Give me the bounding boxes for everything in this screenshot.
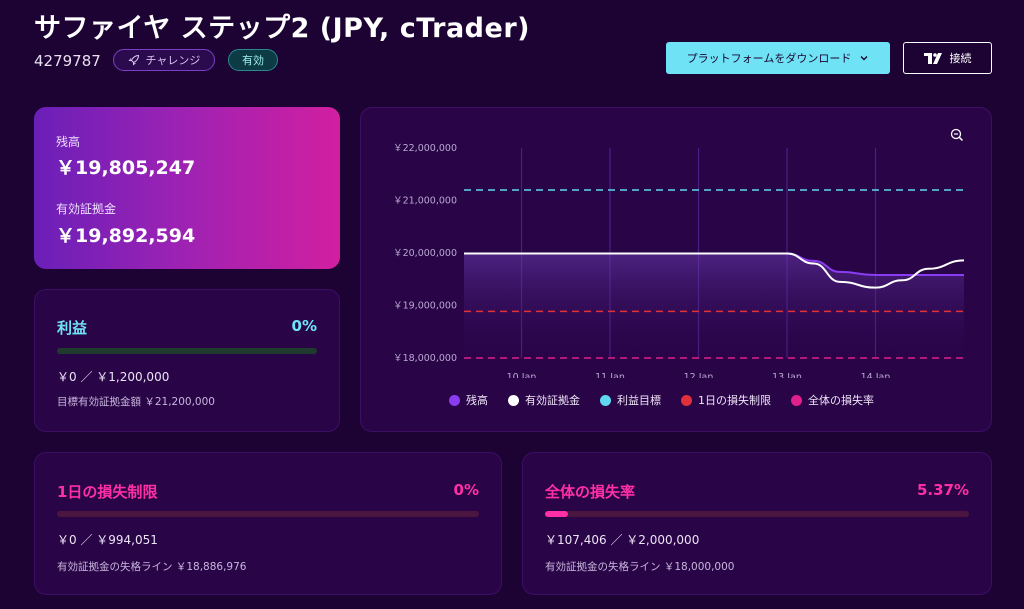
- chart-legend: 残高 有効証拠金 利益目標 1日の損失制限 全体の損失率: [449, 392, 874, 408]
- profit-target-label: 目標有効証拠金額 ￥21,200,000: [57, 396, 215, 408]
- balance-value: ￥19,805,247: [56, 157, 196, 179]
- legend-dot-daily-loss: [681, 394, 692, 406]
- legend-label-equity: 有効証拠金: [525, 394, 580, 407]
- legend-item-total-loss[interactable]: 全体の損失率: [791, 392, 874, 408]
- legend-item-balance[interactable]: 残高: [449, 392, 488, 408]
- y-tick-label: ￥21,000,000: [393, 196, 457, 207]
- profit-amount: ￥0 ／ ￥1,200,000: [57, 370, 170, 384]
- connect-button[interactable]: 接続: [903, 42, 992, 74]
- legend-label-daily-loss: 1日の損失制限: [698, 394, 771, 407]
- legend-dot-total-loss: [791, 394, 802, 406]
- y-tick-label: ￥19,000,000: [393, 301, 457, 312]
- active-status-badge: 有効: [228, 49, 278, 71]
- daily-loss-card: 1日の損失制限 0% ￥0 ／ ￥994,051 有効証拠金の失格ライン ￥18…: [34, 452, 502, 595]
- daily-loss-percent: 0%: [453, 481, 479, 499]
- challenge-badge-label: チャレンジ: [145, 54, 201, 67]
- legend-item-profit-target[interactable]: 利益目標: [600, 392, 661, 408]
- rocket-icon: [128, 54, 139, 66]
- x-tick-label: 13 Jan: [772, 372, 802, 378]
- challenge-badge: チャレンジ: [113, 49, 215, 71]
- download-platform-label: プラットフォームをダウンロード: [686, 52, 852, 65]
- daily-loss-title: 1日の損失制限: [57, 483, 158, 501]
- profit-progress-track: [57, 348, 317, 354]
- profit-card: 利益 0% ￥0 ／ ￥1,200,000 目標有効証拠金額 ￥21,200,0…: [34, 289, 340, 432]
- total-loss-progress-fill: [545, 511, 568, 517]
- y-tick-label: ￥18,000,000: [393, 353, 457, 364]
- connect-label: 接続: [949, 52, 972, 65]
- account-id: 4279787: [34, 52, 101, 70]
- profit-percent: 0%: [291, 317, 317, 335]
- legend-dot-equity: [508, 394, 519, 406]
- x-tick-label: 11 Jan: [595, 372, 625, 378]
- daily-loss-amount: ￥0 ／ ￥994,051: [57, 533, 158, 547]
- balance-area: [464, 253, 964, 358]
- total-loss-card: 全体の損失率 5.37% ￥107,406 ／ ￥2,000,000 有効証拠金…: [522, 452, 992, 595]
- legend-item-equity[interactable]: 有効証拠金: [508, 392, 580, 408]
- chart-card: ￥22,000,000 ￥21,000,000 ￥20,000,000 ￥19,000…: [360, 107, 992, 432]
- x-tick-label: 10 Jan: [507, 372, 537, 378]
- balance-label: 残高: [56, 135, 81, 149]
- legend-label-profit-target: 利益目標: [617, 394, 661, 407]
- x-tick-label: 14 Jan: [861, 372, 891, 378]
- zoom-out-icon[interactable]: [950, 128, 964, 142]
- download-platform-button[interactable]: プラットフォームをダウンロード: [666, 42, 890, 74]
- y-tick-label: ￥20,000,000: [393, 248, 457, 259]
- balance-card: 残高 ￥19,805,247 有効証拠金 ￥19,892,594: [34, 107, 340, 269]
- page-title: サファイヤ ステップ2 (JPY, cTrader): [34, 13, 530, 44]
- y-tick-label: ￥22,000,000: [393, 143, 457, 154]
- legend-dot-profit-target: [600, 394, 611, 406]
- balance-chart: ￥22,000,000 ￥21,000,000 ￥20,000,000 ￥19,000…: [393, 143, 965, 378]
- profit-title: 利益: [57, 319, 88, 337]
- x-tick-label: 12 Jan: [684, 372, 714, 378]
- equity-label: 有効証拠金: [56, 202, 117, 216]
- equity-value: ￥19,892,594: [56, 225, 196, 247]
- legend-dot-balance: [449, 394, 460, 406]
- total-loss-line-label: 有効証拠金の失格ライン ￥18,000,000: [545, 561, 735, 573]
- daily-loss-progress-track: [57, 511, 479, 517]
- legend-item-daily-loss[interactable]: 1日の損失制限: [681, 392, 771, 408]
- legend-label-total-loss: 全体の損失率: [808, 394, 874, 407]
- total-loss-progress-track: [545, 511, 969, 517]
- total-loss-title: 全体の損失率: [545, 483, 636, 501]
- daily-loss-line-label: 有効証拠金の失格ライン ￥18,886,976: [57, 561, 247, 573]
- legend-label-balance: 残高: [466, 394, 488, 407]
- total-loss-percent: 5.37%: [916, 481, 969, 499]
- total-loss-amount: ￥107,406 ／ ￥2,000,000: [545, 533, 700, 547]
- line-series-1: [464, 252, 965, 289]
- chevron-down-icon: [860, 56, 868, 61]
- tradingview-logo-icon: [923, 52, 942, 64]
